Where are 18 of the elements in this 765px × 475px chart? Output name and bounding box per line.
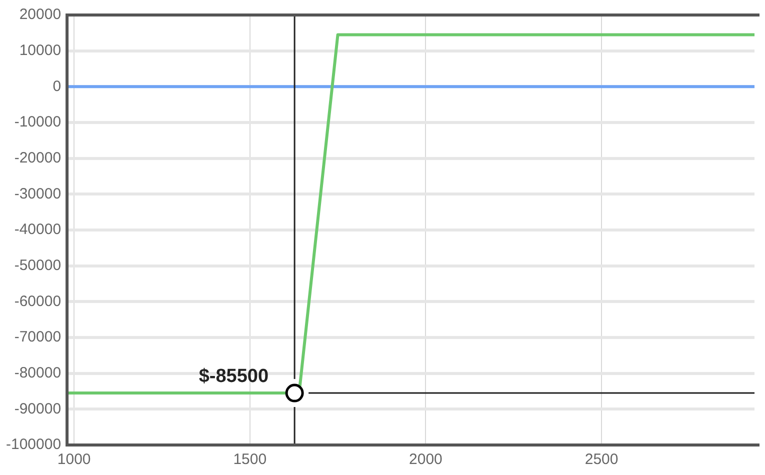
- y-tick-label: -20000: [14, 149, 62, 166]
- y-tick-label: -100000: [6, 436, 62, 454]
- y-tick-label: 0: [52, 78, 62, 95]
- y-tick-label: -90000: [14, 400, 62, 418]
- y-tick-label: -10000: [14, 114, 62, 131]
- annotation: $-85500: [198, 366, 269, 387]
- y-tick-label: -40000: [14, 221, 62, 238]
- x-tick-label: 1500: [233, 451, 267, 468]
- y-tick-label: -60000: [14, 292, 62, 310]
- x-tick-label: 1000: [57, 451, 91, 468]
- y-tick-label: -50000: [14, 256, 62, 274]
- y-tick-label: -70000: [14, 328, 62, 346]
- y-tick-label: -30000: [14, 185, 62, 202]
- x-tick-label: 2500: [584, 451, 618, 468]
- y-tick-label: -80000: [14, 364, 62, 382]
- y-tick-label: 20000: [19, 6, 62, 24]
- y-tick-label: 10000: [19, 42, 62, 59]
- x-tick-label: 2000: [409, 451, 442, 468]
